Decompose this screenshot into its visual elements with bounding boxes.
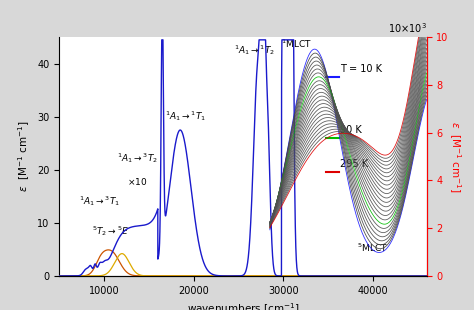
- Y-axis label: $\varepsilon$  [M$^{-1}$ cm$^{-1}$]: $\varepsilon$ [M$^{-1}$ cm$^{-1}$]: [447, 121, 463, 193]
- Text: 90 K: 90 K: [340, 125, 362, 135]
- X-axis label: wavenumbers [cm$^{-1}$]: wavenumbers [cm$^{-1}$]: [187, 301, 299, 310]
- Text: $^5T_2{\rightarrow}^5E$: $^5T_2{\rightarrow}^5E$: [91, 224, 128, 238]
- Text: 10×10$^3$: 10×10$^3$: [388, 21, 427, 35]
- Y-axis label: $\varepsilon$  [M$^{-1}$ cm$^{-1}$]: $\varepsilon$ [M$^{-1}$ cm$^{-1}$]: [16, 121, 32, 193]
- Text: $^1A_1{\rightarrow}^1T_2$: $^1A_1{\rightarrow}^1T_2$: [234, 43, 275, 57]
- Text: $\times$10: $\times$10: [128, 176, 148, 187]
- Text: $^1$MLCT: $^1$MLCT: [282, 38, 312, 50]
- Text: $^1A_1{\rightarrow}^1T_1$: $^1A_1{\rightarrow}^1T_1$: [165, 109, 206, 123]
- Text: T = 10 K: T = 10 K: [340, 64, 382, 74]
- Text: 295 K: 295 K: [340, 159, 368, 169]
- Text: $^5$MLCT: $^5$MLCT: [357, 241, 388, 254]
- Text: $^1A_1{\rightarrow}^3T_2$: $^1A_1{\rightarrow}^3T_2$: [118, 152, 158, 165]
- Text: $^1A_1{\rightarrow}^3T_1$: $^1A_1{\rightarrow}^3T_1$: [79, 194, 120, 208]
